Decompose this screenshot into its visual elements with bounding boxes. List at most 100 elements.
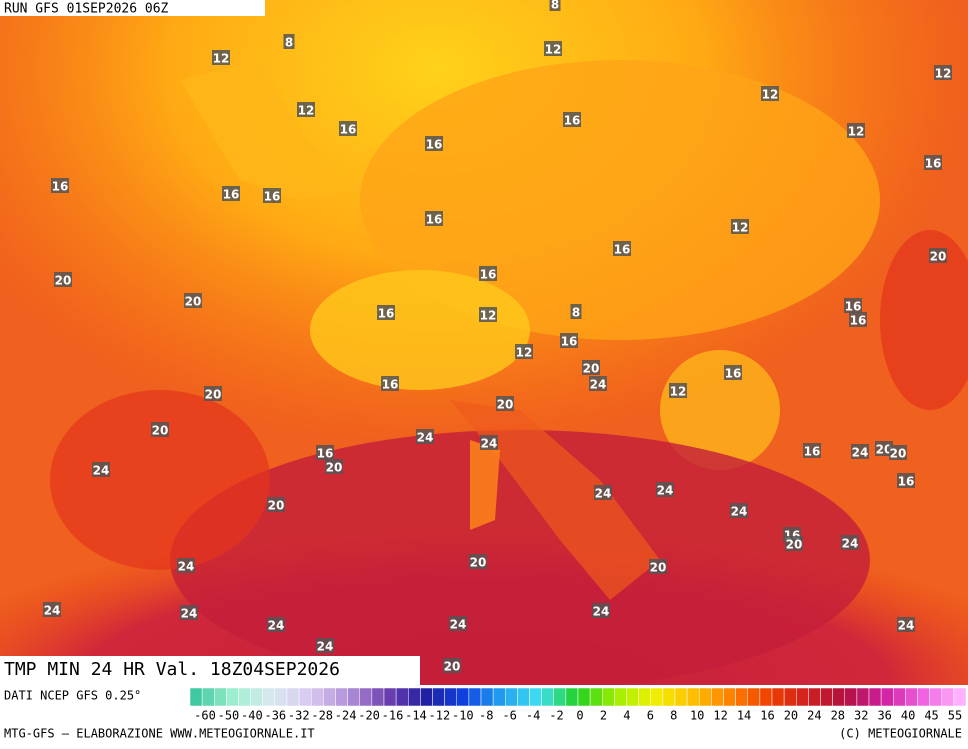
scale-label: -16 <box>382 709 404 723</box>
scale-swatch <box>735 687 748 707</box>
label-box <box>785 536 803 551</box>
map-label: 16 <box>52 180 69 194</box>
scale-label: 0 <box>576 709 583 723</box>
scale-swatch <box>529 687 542 707</box>
scale-swatch <box>420 687 433 707</box>
map-label: 24 <box>317 640 334 654</box>
map-label: 20 <box>205 388 222 402</box>
scale-swatch <box>189 687 203 707</box>
label-box <box>43 602 61 617</box>
map-label: 16 <box>898 475 915 489</box>
label-box <box>297 102 315 117</box>
scale-label: -50 <box>218 709 240 723</box>
map-label: 16 <box>426 138 443 152</box>
scale-swatch <box>408 687 421 707</box>
label-box <box>177 558 195 573</box>
scale-swatch <box>638 687 651 707</box>
scale-swatch <box>941 687 955 707</box>
scale-swatch <box>893 687 906 707</box>
scale-label: 32 <box>854 709 868 723</box>
scale-swatch <box>238 687 251 707</box>
scale-swatch <box>650 687 664 707</box>
map-label: 16 <box>480 268 497 282</box>
scale-swatch <box>771 687 785 707</box>
map-label: 16 <box>850 314 867 328</box>
scale-label: 10 <box>690 709 704 723</box>
scale-swatch <box>808 687 821 707</box>
scale-label: -24 <box>335 709 357 723</box>
map-label: 20 <box>444 660 461 674</box>
label-box <box>594 485 612 500</box>
label-box <box>212 50 230 65</box>
label-box <box>589 376 607 391</box>
scale-label: 20 <box>784 709 798 723</box>
label-box <box>656 482 674 497</box>
scale-swatch <box>699 687 712 707</box>
scale-label: -4 <box>526 709 540 723</box>
label-box <box>563 112 581 127</box>
scale-swatch <box>723 687 736 707</box>
scale-label: 24 <box>807 709 821 723</box>
map-label: 8 <box>551 0 559 12</box>
map-label: 16 <box>426 213 443 227</box>
header-box <box>0 0 265 16</box>
map-label: 16 <box>382 378 399 392</box>
map-label: 12 <box>545 43 562 57</box>
label-box <box>339 121 357 136</box>
scale-swatch <box>577 687 591 707</box>
map-label: 20 <box>470 556 487 570</box>
label-box <box>847 123 865 138</box>
scale-swatch <box>274 687 288 707</box>
label-box <box>263 188 281 203</box>
map-label: 24 <box>595 487 612 501</box>
color-scale: -60 -50 -40 -36 -32 -28 -24 -20 -16 -14 -12 -10 -8 -6… <box>189 687 967 723</box>
map-label: 16 <box>340 123 357 137</box>
map-label: 24 <box>481 437 498 451</box>
label-box <box>929 248 947 263</box>
footer-title-box <box>0 656 420 685</box>
footer-title: TMP MIN 24 HR Val. 18Z04SEP2026 <box>4 659 340 680</box>
scale-swatch <box>917 687 930 707</box>
scale-label: -36 <box>264 709 286 723</box>
map-label: 24 <box>181 607 198 621</box>
map-label: 12 <box>732 221 749 235</box>
label-box <box>425 211 443 226</box>
map-label: 12 <box>213 52 230 66</box>
scale-swatch <box>214 687 227 707</box>
label-box <box>325 459 343 474</box>
scale-swatch <box>444 687 457 707</box>
label-box <box>469 554 487 569</box>
label-box <box>480 435 498 450</box>
label-box <box>669 383 687 398</box>
scale-swatch <box>844 687 858 707</box>
label-box <box>222 186 240 201</box>
map-label: 24 <box>417 431 434 445</box>
scale-label: 16 <box>760 709 774 723</box>
run-title: RUN GFS 01SEP2026 06Z <box>4 2 169 17</box>
scale-label: -20 <box>358 709 380 723</box>
scale-label: 36 <box>877 709 891 723</box>
scale-label: 12 <box>713 709 727 723</box>
scale-swatch <box>711 687 724 707</box>
map-label: 20 <box>497 398 514 412</box>
scale-label: -10 <box>452 709 474 723</box>
scale-swatch <box>868 687 882 707</box>
label-box <box>180 605 198 620</box>
scale-swatch <box>553 687 567 707</box>
map-label: 12 <box>848 125 865 139</box>
map-label: 16 <box>317 447 334 461</box>
label-box <box>613 241 631 256</box>
scale-label: -40 <box>241 709 263 723</box>
map-label: 20 <box>152 424 169 438</box>
label-box <box>851 444 869 459</box>
scale-swatch <box>626 687 639 707</box>
label-box <box>803 443 821 458</box>
scale-swatch <box>347 687 360 707</box>
scale-swatch <box>674 687 688 707</box>
label-box <box>316 445 334 460</box>
map-label: 20 <box>185 295 202 309</box>
label-box <box>479 266 497 281</box>
scale-swatch <box>383 687 397 707</box>
